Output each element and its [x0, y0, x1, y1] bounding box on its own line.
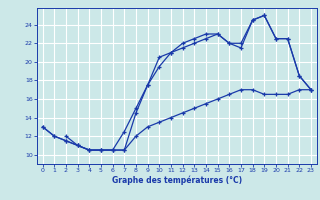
X-axis label: Graphe des températures (°C): Graphe des températures (°C)	[112, 176, 242, 185]
